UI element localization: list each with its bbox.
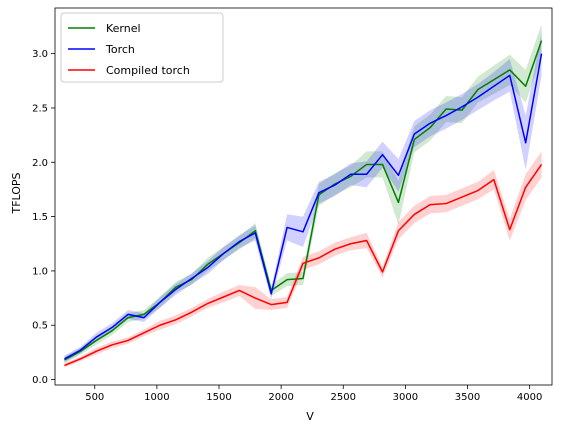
legend: Kernel Torch Compiled torch	[60, 12, 224, 83]
legend-label-1: Torch	[105, 43, 135, 56]
y-axis: 0.0 0.5 1.0 1.5 2.0 2.5 3.0	[32, 49, 55, 386]
y-tick-label: 0.0	[32, 375, 48, 386]
y-axis-label: TFLOPS	[10, 172, 23, 214]
series-line-1	[64, 53, 543, 360]
legend-box	[60, 12, 224, 83]
y-tick-label: 1.5	[32, 212, 48, 223]
y-tick-label: 2.0	[32, 158, 48, 169]
x-tick-label: 4000	[517, 392, 542, 403]
band-1	[64, 31, 542, 363]
series-lines	[64, 40, 543, 367]
x-axis-label: V	[306, 410, 314, 423]
x-tick-label: 2000	[268, 392, 293, 403]
legend-label-0: Kernel	[106, 22, 141, 35]
y-tick-label: 1.0	[32, 266, 48, 277]
series-line-2	[64, 164, 543, 367]
y-tick-label: 3.0	[32, 49, 48, 60]
x-tick-label: 3000	[393, 392, 418, 403]
band-0	[64, 24, 542, 364]
x-tick-label: 2500	[331, 392, 356, 403]
y-tick-label: 0.5	[32, 321, 48, 332]
x-tick-label: 1500	[206, 392, 231, 403]
series-line-0	[64, 40, 543, 361]
plot-frame	[54, 7, 553, 386]
y-tick-label: 2.5	[32, 103, 48, 114]
band-2	[64, 151, 542, 368]
confidence-bands	[64, 24, 542, 368]
x-tick-label: 500	[85, 392, 104, 403]
x-axis: 500 1000 1500 2000 2500 3000 3500 4000	[85, 385, 542, 403]
x-tick-label: 3500	[455, 392, 480, 403]
legend-label-2: Compiled torch	[106, 64, 190, 77]
x-tick-label: 1000	[144, 392, 169, 403]
